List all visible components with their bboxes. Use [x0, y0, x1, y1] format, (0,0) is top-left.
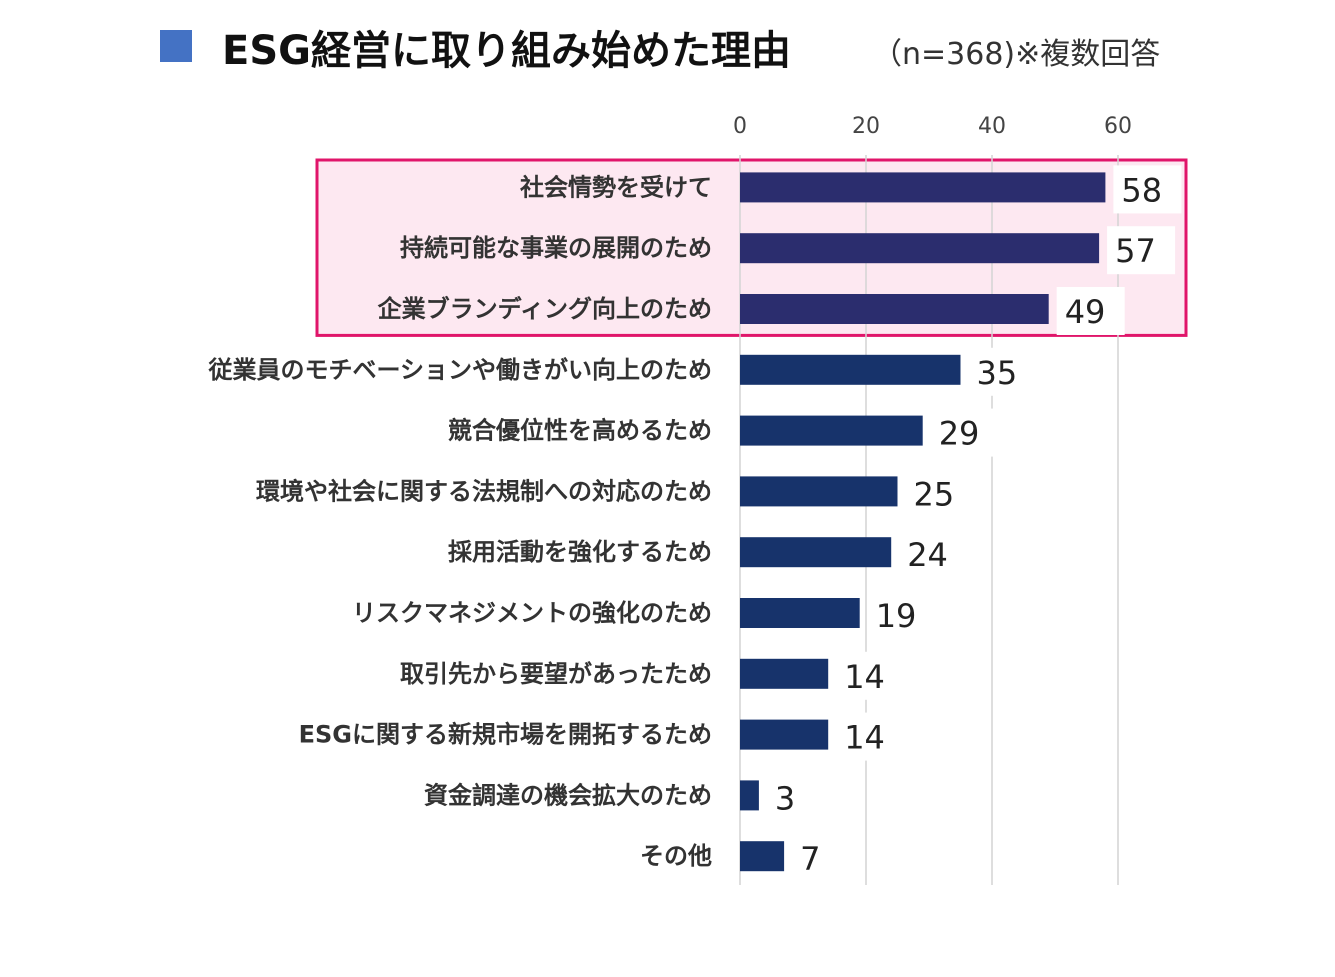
category-label: 社会情勢を受けて [520, 173, 712, 201]
value-label: 7 [800, 840, 820, 878]
category-label: 資金調達の機会拡大のため [424, 781, 712, 809]
bar [740, 841, 785, 872]
x-tick-label: 60 [1104, 114, 1132, 139]
bar [740, 233, 1100, 264]
value-label: 57 [1115, 232, 1156, 270]
value-label: 29 [939, 415, 980, 453]
chart-title: ESG経営に取り組み始めた理由 [222, 28, 791, 74]
bar [740, 598, 860, 628]
value-label: 24 [907, 536, 948, 574]
bar [740, 476, 898, 507]
value-label: 14 [844, 719, 885, 757]
category-label: 持続可能な事業の展開のため [400, 234, 712, 262]
value-label-background [836, 651, 905, 700]
value-label-background [899, 530, 968, 579]
bar [740, 294, 1049, 324]
bar [740, 658, 829, 689]
category-labels: 社会情勢を受けて持続可能な事業の展開のため企業ブランディング向上のため従業員のモ… [207, 173, 712, 870]
value-label-background [930, 408, 999, 457]
category-label: 環境や社会に関する法規制への対応のため [256, 477, 712, 505]
bar [740, 172, 1106, 203]
category-label: ESGに関する新規市場を開拓するため [299, 721, 712, 749]
value-label-background [792, 834, 861, 883]
value-label: 25 [914, 475, 955, 513]
value-label-background [1107, 226, 1176, 275]
value-label-background [1056, 287, 1125, 335]
category-label: 従業員のモチベーションや働きがい向上のため [207, 356, 712, 384]
value-label: 35 [977, 354, 1018, 392]
category-label: 企業ブランディング向上のため [378, 295, 712, 323]
chart-subtitle: （n=368)※複数回答 [872, 37, 1160, 72]
grid-lines [739, 155, 1119, 885]
bar [740, 354, 961, 385]
value-label-background [905, 469, 974, 518]
category-label: 競合優位性を高めるため [448, 417, 712, 445]
category-label: リスクマネジメントの強化のため [352, 599, 712, 627]
value-label: 3 [775, 779, 795, 817]
value-label-background [1113, 165, 1182, 214]
value-label: 49 [1065, 293, 1106, 331]
bars [740, 172, 1106, 872]
category-label: その他 [640, 842, 712, 870]
bar [740, 537, 892, 568]
title-marker-icon [160, 30, 192, 62]
x-tick-label: 0 [733, 114, 747, 139]
value-label: 19 [876, 597, 917, 635]
x-axis-ticks: 0 20 40 60 [733, 114, 1132, 139]
value-label-background [867, 591, 936, 639]
category-label: 取引先から要望があったため [400, 660, 712, 688]
bar [740, 780, 759, 811]
bar [740, 415, 923, 446]
value-label-background [836, 712, 905, 761]
bar [740, 719, 829, 750]
value-label-background [968, 347, 1037, 396]
value-label: 14 [844, 658, 885, 696]
x-tick-label: 40 [978, 114, 1006, 139]
value-label: 58 [1121, 171, 1162, 209]
value-label-background [766, 773, 835, 822]
category-label: 採用活動を強化するため [448, 538, 712, 566]
x-tick-label: 20 [852, 114, 880, 139]
